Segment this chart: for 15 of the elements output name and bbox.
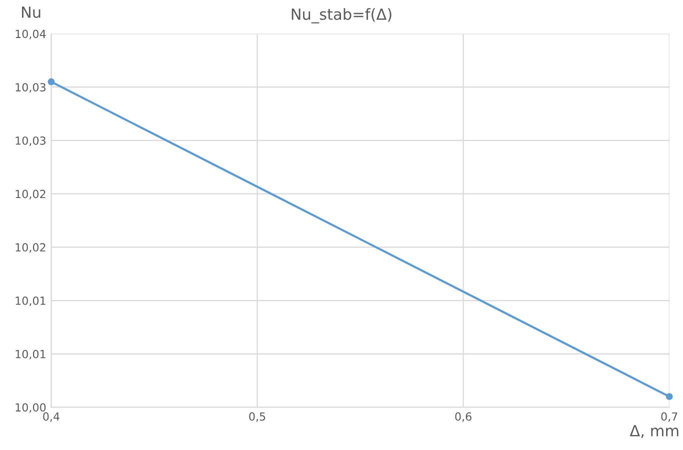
y-tick-label: 10,00 (16, 403, 46, 413)
y-tick-label: 10,02 (16, 243, 46, 253)
y-tick-label: 10,03 (16, 83, 46, 93)
y-tick-label: 10,01 (16, 296, 46, 306)
x-axis-title: Δ, mm (630, 425, 678, 438)
y-tick-label: 10,03 (16, 136, 46, 146)
y-axis-title: Nu (22, 6, 40, 18)
y-tick-label: 10,01 (16, 350, 46, 360)
y-tick-label: 10,04 (16, 30, 46, 40)
chart-title: Nu_stab=f(Δ) (292, 8, 392, 24)
y-tick-label: 10,02 (16, 190, 46, 200)
x-tick-label: 0,4 (43, 412, 60, 422)
x-tick-label: 0,5 (249, 412, 266, 422)
x-tick-label: 0,6 (455, 412, 472, 422)
x-tick-label: 0,7 (661, 412, 678, 422)
